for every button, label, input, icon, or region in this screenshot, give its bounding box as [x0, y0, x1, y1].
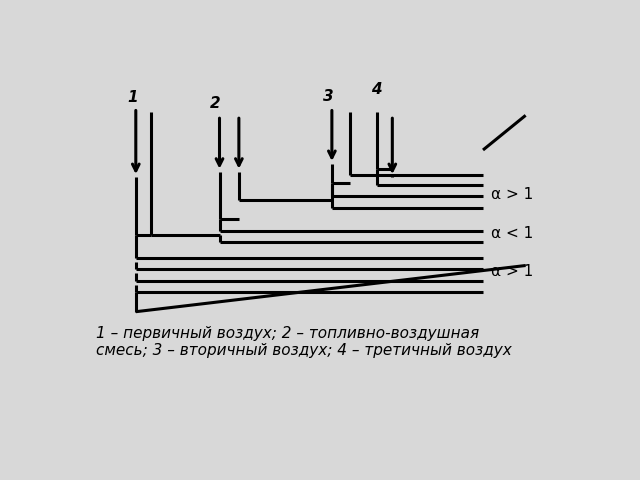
Text: α > 1: α > 1 [491, 264, 533, 279]
Text: α > 1: α > 1 [491, 187, 533, 202]
Text: 4: 4 [371, 83, 381, 97]
Text: α < 1: α < 1 [491, 226, 533, 240]
Text: 1: 1 [127, 90, 138, 105]
Text: 1 – первичный воздух; 2 – топливно-воздушная
смесь; 3 – вторичный воздух; 4 – тр: 1 – первичный воздух; 2 – топливно-возду… [95, 325, 511, 358]
Text: 3: 3 [323, 89, 333, 104]
Text: 2: 2 [211, 96, 221, 111]
